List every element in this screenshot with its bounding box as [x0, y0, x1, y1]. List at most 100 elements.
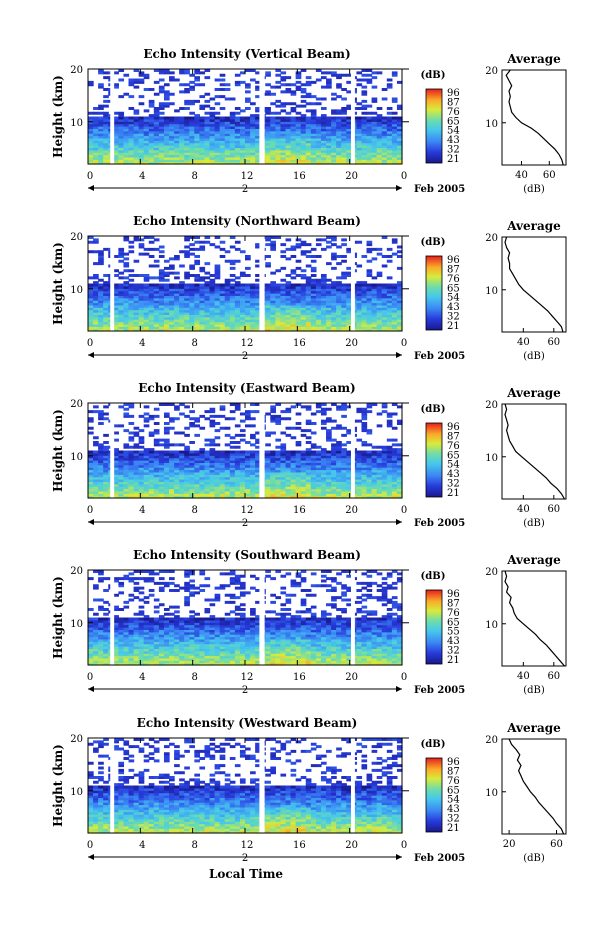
- heatmap-cell: [234, 403, 241, 406]
- heatmap-cell: [255, 455, 261, 459]
- heatmap-cell: [331, 486, 337, 490]
- heatmap-cell: [361, 73, 368, 77]
- heatmap-cell: [250, 295, 256, 299]
- heatmap-cell: [275, 483, 282, 487]
- heatmap-cell: [204, 283, 211, 287]
- heatmap-cell: [396, 469, 403, 473]
- heatmap-cell: [118, 302, 125, 306]
- heatmap-cell: [361, 133, 368, 137]
- heatmap-cell: [245, 462, 251, 466]
- heatmap-cell: [331, 426, 337, 430]
- heatmap-cell: [204, 297, 211, 301]
- heatmap-cell: [331, 476, 337, 480]
- heatmap-cell: [158, 323, 165, 327]
- heatmap-cell: [310, 126, 317, 129]
- heatmap-cell: [153, 295, 160, 299]
- heatmap-cell: [320, 238, 327, 242]
- heatmap-cell: [113, 161, 119, 165]
- heatmap-cell: [93, 107, 99, 110]
- heatmap-cell: [189, 476, 195, 480]
- heatmap-cell: [320, 147, 327, 151]
- heatmap-cell: [229, 266, 236, 270]
- heatmap-cell: [346, 293, 352, 296]
- heatmap-cell: [326, 161, 332, 165]
- heatmap-cell: [270, 471, 276, 475]
- heatmap-cell: [315, 133, 322, 137]
- heatmap-cell: [128, 403, 135, 406]
- heatmap-cell: [229, 457, 236, 461]
- heatmap-cell: [356, 156, 363, 160]
- heatmap-cell: [386, 469, 393, 473]
- heatmap-cell: [300, 312, 307, 315]
- heatmap-cell: [88, 293, 94, 296]
- heatmap-cell: [326, 71, 332, 75]
- heatmap-cell: [290, 457, 297, 461]
- heatmap-cell: [320, 137, 327, 141]
- heatmap-cell: [336, 145, 342, 148]
- heatmap-cell: [184, 323, 190, 327]
- heatmap-cell: [153, 488, 160, 492]
- heatmap-cell: [255, 316, 261, 320]
- heatmap-cell: [270, 410, 276, 414]
- heatmap-cell: [391, 240, 398, 244]
- heatmap-cell: [199, 481, 206, 485]
- heatmap-cell: [331, 73, 337, 77]
- heatmap-cell: [229, 441, 236, 444]
- heatmap-cell: [265, 300, 271, 304]
- heatmap-cell: [336, 304, 342, 308]
- heatmap-cell: [396, 118, 403, 122]
- heatmap-cell: [189, 302, 195, 306]
- heatmap-cell: [396, 452, 403, 456]
- heatmap-cell: [366, 271, 373, 275]
- heatmap-cell: [184, 326, 190, 330]
- heatmap-cell: [163, 309, 170, 313]
- heatmap-cell: [199, 137, 206, 141]
- heatmap-cell: [396, 154, 403, 158]
- heatmap-cell: [103, 445, 109, 449]
- heatmap-cell: [326, 128, 332, 132]
- heatmap-cell: [326, 245, 332, 249]
- heatmap-cell: [93, 650, 99, 654]
- heatmap-cell: [163, 414, 170, 418]
- heatmap-cell: [366, 250, 373, 254]
- heatmap-cell: [148, 161, 155, 165]
- heatmap-cell: [275, 316, 282, 320]
- heatmap-cell: [88, 316, 94, 320]
- heatmap-cell: [169, 149, 175, 153]
- heatmap-cell: [133, 460, 140, 463]
- heatmap-cell: [209, 328, 216, 332]
- heatmap-cell: [138, 293, 145, 296]
- heatmap-cell: [255, 467, 261, 471]
- heatmap-cell: [285, 83, 292, 87]
- heatmap-cell: [179, 90, 185, 94]
- heatmap-cell: [376, 114, 383, 118]
- heatmap-cell: [265, 460, 271, 463]
- heatmap-cell: [391, 290, 398, 294]
- heatmap-cell: [219, 295, 226, 299]
- heatmap-cell: [245, 441, 251, 444]
- heatmap-cell: [148, 309, 155, 313]
- heatmap-cell: [98, 326, 104, 330]
- heatmap-cell: [270, 281, 276, 285]
- heatmap-cell: [320, 457, 327, 461]
- heatmap-cell: [245, 121, 251, 125]
- heatmap-cell: [153, 462, 160, 466]
- heatmap-cell: [128, 321, 135, 325]
- heatmap-cell: [280, 140, 287, 144]
- heatmap-cell: [285, 314, 292, 318]
- heatmap-cell: [295, 80, 302, 84]
- heatmap-cell: [103, 76, 109, 80]
- heatmap-cell: [209, 161, 216, 165]
- heatmap-cell: [143, 137, 150, 141]
- heatmap-cell: [128, 486, 135, 490]
- heatmap-cell: [93, 121, 99, 125]
- heatmap-cell: [275, 116, 282, 120]
- heatmap-cell: [184, 149, 190, 153]
- heatmap-cell: [204, 314, 211, 318]
- heatmap-cell: [280, 283, 287, 287]
- heatmap-cell: [366, 161, 373, 165]
- heatmap-cell: [356, 316, 363, 320]
- heatmap-cell: [245, 476, 251, 480]
- heatmap-cell: [341, 109, 347, 113]
- heatmap-cell: [148, 495, 155, 499]
